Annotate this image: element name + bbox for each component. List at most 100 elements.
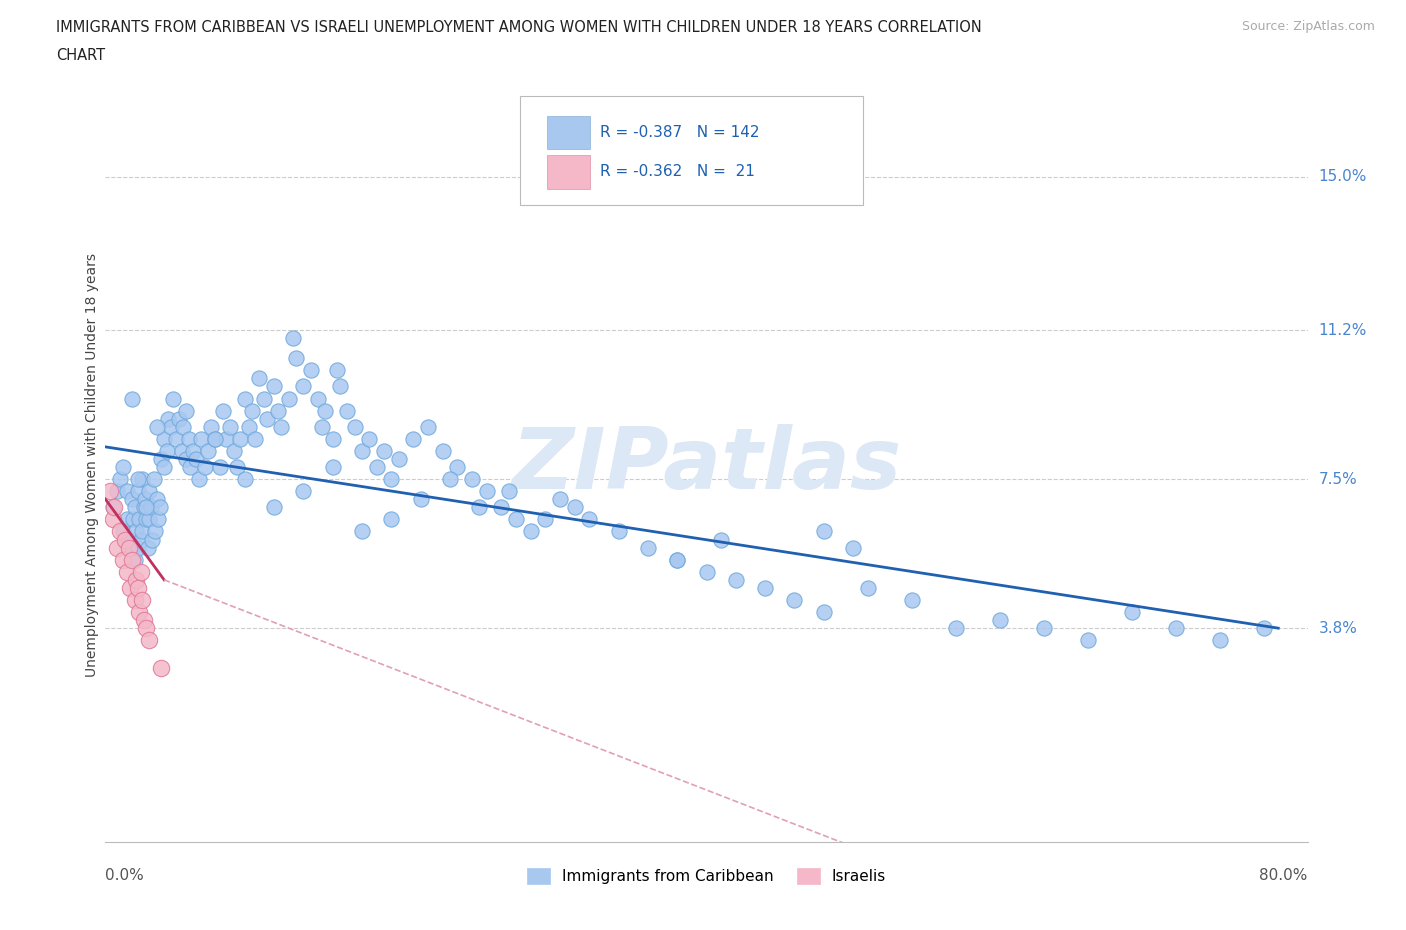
Point bbox=[292, 379, 315, 394]
Point bbox=[1253, 620, 1275, 635]
Point bbox=[136, 540, 159, 555]
Point bbox=[256, 411, 278, 426]
FancyBboxPatch shape bbox=[520, 96, 863, 206]
Point bbox=[160, 419, 183, 434]
Point bbox=[150, 452, 173, 467]
Point bbox=[813, 524, 835, 538]
Point bbox=[1032, 620, 1054, 635]
Point bbox=[359, 432, 381, 446]
Text: 7.5%: 7.5% bbox=[1319, 472, 1357, 486]
Point bbox=[281, 331, 304, 346]
Point bbox=[710, 532, 733, 547]
Point bbox=[505, 512, 527, 526]
Point bbox=[149, 499, 172, 514]
Point bbox=[132, 613, 155, 628]
Point bbox=[214, 432, 236, 446]
Point bbox=[224, 444, 246, 458]
Point bbox=[141, 532, 163, 547]
Point bbox=[145, 419, 167, 434]
Point bbox=[117, 512, 139, 526]
Point bbox=[135, 499, 157, 514]
Point bbox=[263, 379, 285, 394]
Point bbox=[1121, 604, 1143, 619]
Point bbox=[117, 565, 139, 579]
Point bbox=[114, 532, 136, 547]
Point bbox=[813, 604, 835, 619]
Point bbox=[142, 472, 165, 486]
Point bbox=[183, 444, 205, 458]
Text: ZIPatlas: ZIPatlas bbox=[512, 423, 901, 507]
Point bbox=[219, 419, 242, 434]
Point bbox=[121, 492, 143, 507]
Point bbox=[98, 484, 121, 498]
Point bbox=[475, 484, 498, 498]
Point bbox=[666, 552, 689, 567]
Point bbox=[724, 572, 747, 587]
Point bbox=[127, 540, 149, 555]
Point bbox=[204, 432, 226, 446]
Point bbox=[135, 620, 157, 635]
Point bbox=[1164, 620, 1187, 635]
Point bbox=[118, 532, 141, 547]
Point bbox=[127, 580, 149, 595]
Point bbox=[263, 499, 285, 514]
Text: 0.0%: 0.0% bbox=[105, 868, 145, 883]
Point bbox=[200, 419, 222, 434]
Point bbox=[548, 492, 571, 507]
Point bbox=[270, 419, 292, 434]
Point bbox=[118, 540, 141, 555]
Point bbox=[388, 452, 411, 467]
Text: CHART: CHART bbox=[56, 48, 105, 63]
Point bbox=[380, 512, 402, 526]
Point bbox=[121, 552, 143, 567]
Point bbox=[783, 592, 806, 607]
Point bbox=[754, 580, 776, 595]
Point bbox=[204, 432, 226, 446]
Point bbox=[229, 432, 252, 446]
Point bbox=[211, 404, 233, 418]
Text: R = -0.362   N =  21: R = -0.362 N = 21 bbox=[599, 165, 755, 179]
Point bbox=[350, 444, 373, 458]
Point bbox=[366, 459, 388, 474]
Point bbox=[197, 444, 219, 458]
Point bbox=[121, 540, 143, 555]
Point bbox=[409, 492, 432, 507]
Point bbox=[416, 419, 439, 434]
Point bbox=[125, 572, 148, 587]
Point bbox=[120, 580, 142, 595]
Point bbox=[174, 452, 197, 467]
Point bbox=[172, 419, 194, 434]
Point bbox=[380, 472, 402, 486]
Point bbox=[145, 492, 167, 507]
Point bbox=[461, 472, 484, 486]
Point bbox=[138, 632, 160, 647]
Point bbox=[125, 524, 148, 538]
Text: 11.2%: 11.2% bbox=[1319, 323, 1367, 338]
Point bbox=[186, 452, 208, 467]
Point bbox=[112, 459, 135, 474]
Point bbox=[170, 444, 193, 458]
Point bbox=[129, 532, 152, 547]
Point bbox=[156, 444, 179, 458]
Text: 80.0%: 80.0% bbox=[1260, 868, 1308, 883]
Point bbox=[138, 484, 160, 498]
Point bbox=[695, 565, 717, 579]
Point bbox=[322, 459, 344, 474]
Text: 15.0%: 15.0% bbox=[1319, 169, 1367, 184]
Point bbox=[124, 499, 146, 514]
Point bbox=[564, 499, 586, 514]
Y-axis label: Unemployment Among Women with Children Under 18 years: Unemployment Among Women with Children U… bbox=[84, 253, 98, 677]
Point bbox=[127, 472, 149, 486]
Point bbox=[121, 392, 143, 406]
Point bbox=[112, 524, 135, 538]
Point bbox=[402, 432, 425, 446]
Point bbox=[253, 392, 276, 406]
Point bbox=[468, 499, 491, 514]
Point bbox=[945, 620, 967, 635]
Point bbox=[343, 419, 366, 434]
Point bbox=[135, 512, 157, 526]
Point bbox=[153, 459, 176, 474]
Point bbox=[105, 484, 128, 498]
Point bbox=[988, 613, 1011, 628]
Point bbox=[103, 499, 125, 514]
